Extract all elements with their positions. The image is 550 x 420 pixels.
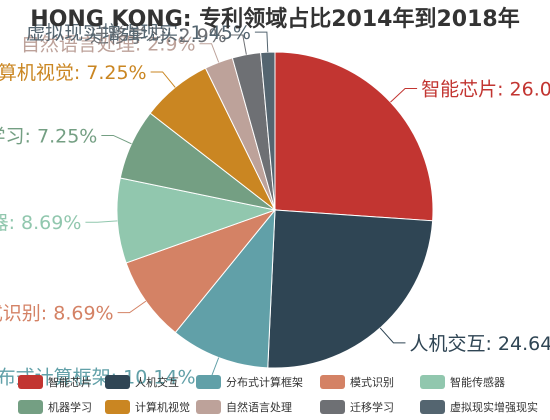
legend-swatch-8[interactable] (320, 400, 345, 414)
slice-label-1: 人机交互: 24.64% (409, 333, 550, 355)
slice-label-2: 分布式计算框架: 10.14% (0, 366, 196, 388)
legend-label-8[interactable]: 迁移学习 (350, 400, 394, 414)
label-line-6 (150, 71, 176, 88)
pie-slice-3[interactable] (125, 208, 277, 334)
pie-slice-4[interactable] (116, 177, 277, 264)
slice-label-8: 迁移学习: 2.9% (90, 25, 227, 47)
label-line-2 (199, 357, 220, 377)
label-line-1 (379, 327, 406, 344)
label-line-3 (117, 300, 147, 314)
legend-label-7[interactable]: 自然语言处理 (226, 400, 292, 414)
label-line-0 (390, 88, 418, 103)
slice-label-3: 模式识别: 8.69% (0, 303, 114, 325)
label-line-8 (230, 34, 247, 55)
legend-swatch-4[interactable] (420, 375, 445, 389)
legend-swatch-6[interactable] (105, 400, 130, 414)
legend-label-1[interactable]: 人机交互 (135, 375, 179, 389)
legend-label-6[interactable]: 计算机视觉 (135, 400, 190, 414)
pie-slice-0[interactable] (274, 51, 434, 222)
legend-swatch-9[interactable] (420, 400, 445, 414)
legend-swatch-2[interactable] (196, 375, 221, 389)
legend-swatch-0[interactable] (18, 375, 43, 389)
chart-title: HONG KONG: 专利领域占比2014年到2018年 (30, 6, 519, 32)
slice-label-9: 虚拟现实增强现实: 1.45% (26, 22, 251, 44)
pie-slice-1[interactable] (267, 209, 434, 369)
legend-label-4[interactable]: 智能传感器 (450, 375, 505, 389)
legend-label-9[interactable]: 虚拟现实增强现实 (450, 400, 538, 414)
chart-title-group: HONG KONG: 专利领域占比2014年到2018年 (30, 6, 519, 32)
legend-swatch-3[interactable] (320, 375, 345, 389)
slice-label-4: 智能传感器: 8.69% (0, 212, 81, 234)
label-line-7 (199, 43, 220, 63)
legend-label-5[interactable]: 机器学习 (48, 400, 92, 414)
legend-label-3[interactable]: 模式识别 (350, 376, 394, 389)
label-line-4 (85, 220, 118, 223)
legend-label-2[interactable]: 分布式计算框架 (226, 375, 303, 389)
slice-label-7: 自然语言处理: 2.9% (21, 34, 196, 56)
label-line-5 (101, 134, 132, 145)
legend-swatch-5[interactable] (18, 400, 43, 414)
legend-swatch-7[interactable] (196, 400, 221, 414)
slice-label-0: 智能芯片: 26.09% (421, 79, 550, 101)
pie-slice-9[interactable] (260, 51, 276, 211)
slice-label-6: 计算机视觉: 7.25% (0, 62, 147, 84)
label-line-9 (254, 31, 269, 53)
pie-slices (116, 51, 434, 369)
legend-swatch-1[interactable] (105, 375, 130, 389)
legend-label-0[interactable]: 智能芯片 (48, 375, 92, 389)
slice-label-5: 机器学习: 7.25% (0, 125, 97, 147)
